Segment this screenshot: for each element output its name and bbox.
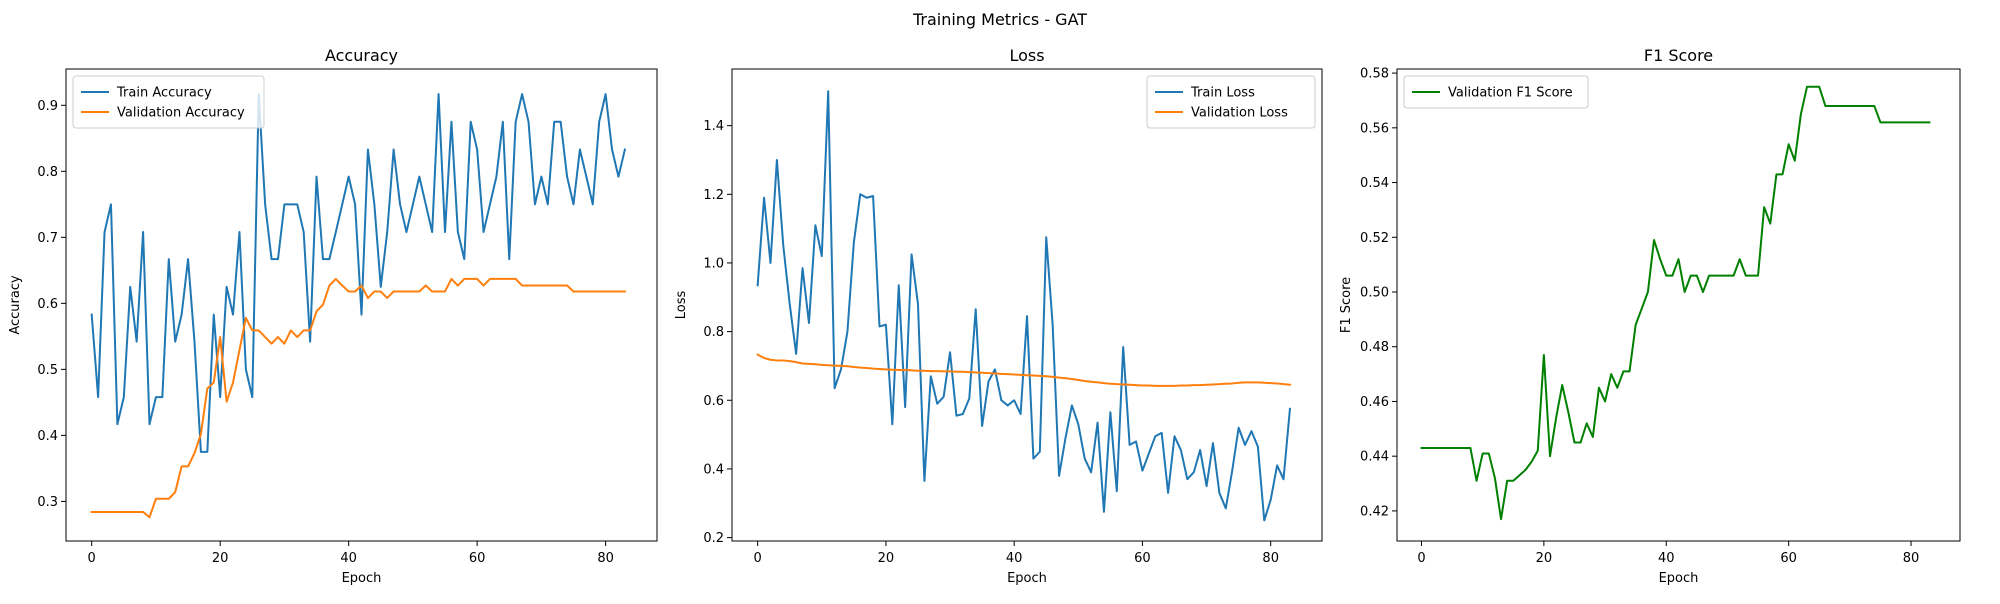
accuracy-panel: Accuracy 0 20 40 60 80 0.3 0.4 0.5 0.6 0.7 0.8 0.9 Ep… [8, 46, 658, 586]
chart-1-ylabel: Loss [674, 291, 689, 320]
chart-2-plot-frame [1396, 68, 1961, 542]
chart-2-ytick-label: 0.46 [1360, 395, 1389, 410]
chart-1-title: Loss [1009, 46, 1044, 65]
chart-2-ytick-label: 0.48 [1360, 340, 1389, 355]
chart-0-legend-label: Validation Accuracy [117, 106, 245, 121]
chart-2-ytick-label: 0.50 [1360, 286, 1389, 301]
loss-panel: Loss 0 20 40 60 80 0.2 0.4 0.6 0.8 1.0 1.2 1.4 Epoch L… [674, 46, 1323, 586]
chart-1-ytick-label: 0.4 [703, 462, 724, 477]
chart-0-series-train-accuracy [90, 93, 627, 453]
chart-0-ylabel: Accuracy [8, 275, 23, 335]
chart-0-legend: Train Accuracy Validation Accuracy [72, 75, 265, 129]
chart-0-series-validation-accuracy [90, 277, 626, 519]
chart-2-xtick-label: 0 [1417, 551, 1425, 566]
chart-2-legend-label: Validation F1 Score [1448, 86, 1573, 101]
chart-2-xtick-label: 40 [1658, 551, 1675, 566]
chart-2-ytick-label: 0.44 [1360, 450, 1389, 465]
chart-1-series-validation-loss [756, 353, 1292, 387]
chart-1-ytick-label: 0.2 [703, 531, 724, 546]
chart-1-series-train-loss [756, 90, 1292, 522]
chart-1-legend-label: Train Loss [1190, 86, 1255, 101]
chart-2-ytick-label: 0.42 [1360, 504, 1389, 519]
chart-0-ytick-label: 0.8 [37, 165, 58, 180]
chart-2-ytick-label: 0.54 [1360, 176, 1389, 191]
chart-1-xtick-label: 60 [1134, 551, 1151, 566]
chart-1-ytick-label: 0.6 [703, 394, 724, 409]
chart-2-xtick-label: 60 [1780, 551, 1797, 566]
chart-2-ytick-label: 0.56 [1360, 121, 1389, 136]
chart-1-ytick-label: 1.0 [703, 256, 724, 271]
chart-1-ytick-label: 1.2 [703, 188, 724, 203]
chart-0-xtick-label: 40 [340, 551, 357, 566]
chart-2-title: F1 Score [1644, 46, 1713, 65]
chart-2-ytick-label: 0.52 [1360, 231, 1389, 246]
chart-0-legend-label: Train Accuracy [116, 86, 212, 101]
chart-1-plot-frame [731, 68, 1323, 542]
chart-0-ytick-label: 0.9 [37, 99, 58, 114]
chart-1-xtick-label: 40 [1006, 551, 1023, 566]
figure-suptitle: Training Metrics - GAT [912, 10, 1087, 29]
chart-0-ytick-label: 0.5 [37, 363, 58, 378]
chart-2-xtick-label: 80 [1903, 551, 1920, 566]
chart-2-legend: Validation F1 Score [1403, 75, 1589, 109]
chart-2-series-validation-f1-score [1420, 85, 1931, 521]
chart-0-ytick-label: 0.3 [37, 495, 58, 510]
chart-1-xtick-label: 0 [754, 551, 762, 566]
chart-0-ytick-label: 0.4 [37, 429, 58, 444]
chart-2-xlabel: Epoch [1659, 571, 1699, 586]
chart-0-xtick-label: 0 [88, 551, 96, 566]
chart-0-title: Accuracy [325, 46, 398, 65]
chart-1-xtick-label: 80 [1262, 551, 1279, 566]
chart-0-xtick-label: 20 [212, 551, 229, 566]
f1-score-panel: F1 Score 0 20 40 60 80 0.42 0.44 0.46 0.48 0.50 0.5… [1339, 46, 1961, 586]
chart-1-ytick-label: 1.4 [703, 119, 724, 134]
chart-0-xtick-label: 80 [597, 551, 614, 566]
chart-1-xlabel: Epoch [1007, 571, 1047, 586]
chart-2-xtick-label: 20 [1536, 551, 1553, 566]
chart-0-ytick-label: 0.6 [37, 297, 58, 312]
chart-2-legend-box [1403, 75, 1589, 109]
chart-2-ylabel: F1 Score [1339, 277, 1354, 333]
chart-1-xtick-label: 20 [878, 551, 895, 566]
chart-1-legend-box [1146, 75, 1316, 129]
chart-0-legend-box [72, 75, 265, 129]
chart-0-plot-frame [65, 68, 658, 542]
chart-1-ytick-label: 0.8 [703, 325, 724, 340]
chart-0-xtick-label: 60 [469, 551, 486, 566]
chart-1-legend: Train Loss Validation Loss [1146, 75, 1316, 129]
chart-2-ytick-label: 0.58 [1360, 67, 1389, 82]
chart-1-legend-label: Validation Loss [1191, 106, 1288, 121]
chart-0-xlabel: Epoch [342, 571, 382, 586]
chart-0-ytick-label: 0.7 [37, 231, 58, 246]
